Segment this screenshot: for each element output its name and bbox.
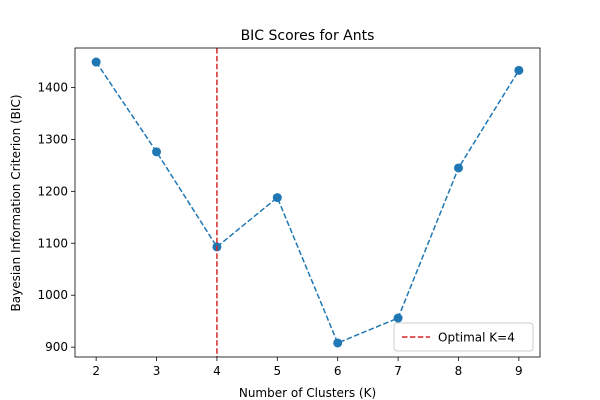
y-tick-label: 1200 [37,184,68,198]
x-tick-label: 9 [515,364,523,378]
data-point [393,313,403,323]
legend: Optimal K=4 [393,322,534,352]
data-point [333,338,343,348]
data-point [453,163,463,173]
series-line [95,61,520,344]
x-axis-label: Number of Clusters (K) [239,386,376,400]
chart-title: BIC Scores for Ants [241,28,375,44]
x-tick-label: 3 [153,364,161,378]
y-tick-label: 1100 [37,236,68,250]
y-tick-label: 900 [45,340,68,354]
axes-frame [74,47,541,358]
y-tick-label: 1400 [37,80,68,94]
plot-area: 2 3 4 5 6 7 8 9 900 1000 1100 1200 1300 1400 [37,47,541,378]
data-point [272,193,282,203]
x-tick-label: 8 [455,364,463,378]
x-tick-label: 7 [394,364,402,378]
x-tick-label: 4 [213,364,221,378]
legend-label-optimal-k: Optimal K=4 [438,331,515,345]
y-tick-label: 1300 [37,132,68,146]
y-tick-label: 1000 [37,288,68,302]
data-point [91,57,101,67]
data-point [152,147,162,157]
data-point [514,65,524,75]
legend-box [393,322,534,352]
y-axis-label: Bayesian Information Criterion (BIC) [9,95,23,312]
x-tick-label: 2 [92,364,100,378]
x-tick-label: 6 [334,364,342,378]
x-tick-label: 5 [273,364,281,378]
